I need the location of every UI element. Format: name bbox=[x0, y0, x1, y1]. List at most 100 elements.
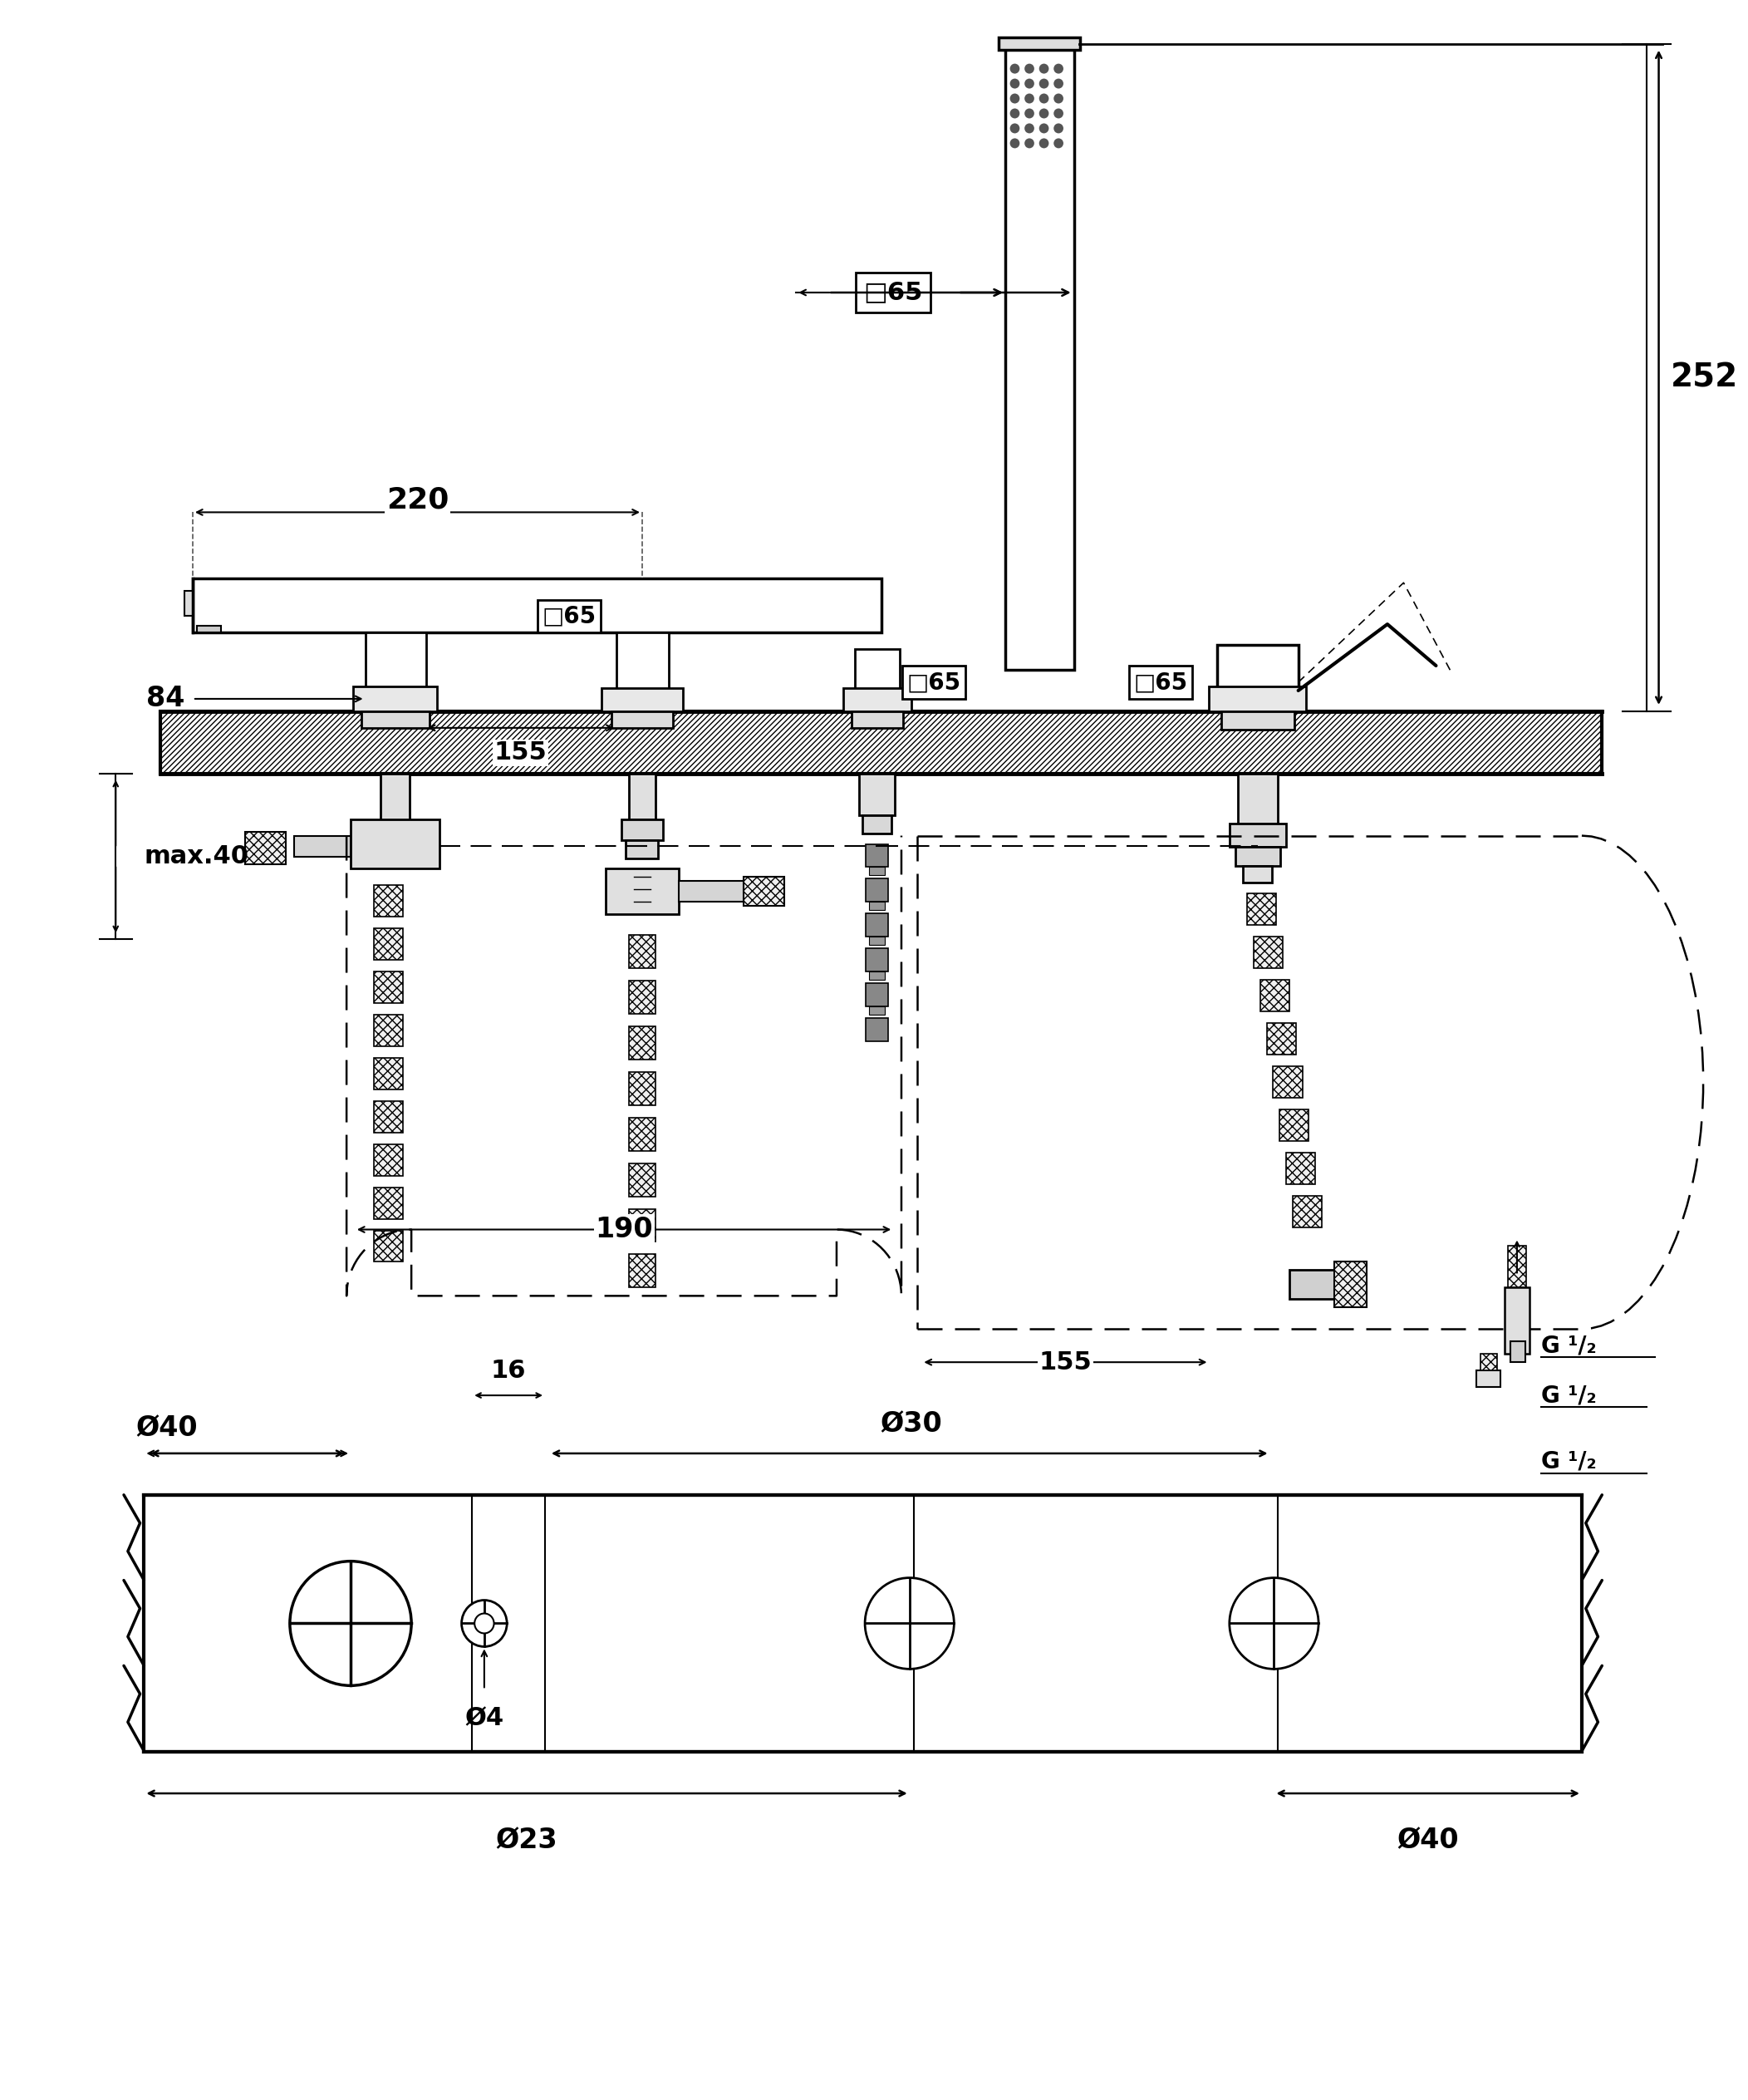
Text: 84: 84 bbox=[147, 685, 185, 712]
Bar bbox=[865, 983, 888, 1006]
Bar bbox=[294, 836, 351, 857]
Bar bbox=[629, 934, 656, 968]
Bar bbox=[1267, 1023, 1295, 1054]
Bar bbox=[1210, 687, 1306, 712]
Bar bbox=[374, 886, 404, 918]
Bar bbox=[374, 1144, 404, 1176]
Bar bbox=[1292, 1195, 1321, 1226]
Bar bbox=[865, 913, 888, 937]
Bar bbox=[161, 712, 1601, 773]
Bar bbox=[1248, 895, 1276, 926]
Bar bbox=[617, 632, 669, 712]
Bar bbox=[192, 580, 881, 632]
Bar bbox=[1280, 1109, 1309, 1140]
Text: Ø40: Ø40 bbox=[1397, 1827, 1460, 1854]
Bar bbox=[353, 687, 437, 712]
Bar bbox=[629, 1163, 656, 1197]
Text: □65: □65 bbox=[542, 605, 596, 628]
Circle shape bbox=[1024, 109, 1035, 118]
Bar bbox=[1222, 712, 1294, 729]
Text: 155: 155 bbox=[495, 741, 547, 764]
Circle shape bbox=[1054, 124, 1063, 132]
Circle shape bbox=[1038, 139, 1049, 149]
Text: Ø30: Ø30 bbox=[879, 1411, 942, 1438]
Text: □65: □65 bbox=[1133, 670, 1187, 693]
Circle shape bbox=[1054, 78, 1063, 88]
Bar bbox=[143, 1495, 1582, 1751]
Bar bbox=[374, 1100, 404, 1132]
Text: Ø23: Ø23 bbox=[495, 1827, 558, 1854]
Bar bbox=[374, 1231, 404, 1262]
Circle shape bbox=[1010, 109, 1019, 118]
Bar bbox=[1229, 823, 1287, 846]
Text: G ¹/₂: G ¹/₂ bbox=[1542, 1334, 1596, 1357]
Circle shape bbox=[865, 1577, 954, 1670]
Bar bbox=[621, 819, 662, 840]
Text: 220: 220 bbox=[386, 485, 449, 514]
Bar bbox=[629, 1117, 656, 1151]
Circle shape bbox=[461, 1600, 507, 1646]
Bar bbox=[629, 981, 656, 1014]
Bar bbox=[1217, 645, 1299, 712]
Circle shape bbox=[474, 1613, 495, 1634]
Bar bbox=[869, 903, 884, 909]
Circle shape bbox=[1038, 63, 1049, 74]
Bar bbox=[374, 1186, 404, 1218]
Circle shape bbox=[1038, 94, 1049, 103]
Bar bbox=[374, 972, 404, 1004]
Circle shape bbox=[290, 1560, 411, 1686]
Bar bbox=[1243, 867, 1273, 882]
Bar bbox=[1509, 1245, 1526, 1287]
Circle shape bbox=[1024, 94, 1035, 103]
Bar bbox=[351, 819, 440, 869]
Bar bbox=[1290, 1270, 1337, 1300]
Bar bbox=[601, 689, 683, 712]
Circle shape bbox=[1229, 1577, 1318, 1670]
Bar bbox=[1334, 1262, 1367, 1308]
Bar bbox=[374, 1058, 404, 1090]
Circle shape bbox=[1010, 139, 1019, 149]
Bar bbox=[629, 1071, 656, 1105]
Bar bbox=[869, 937, 884, 945]
Bar bbox=[629, 1254, 656, 1287]
Circle shape bbox=[1010, 124, 1019, 132]
Bar bbox=[855, 649, 900, 712]
Bar bbox=[865, 949, 888, 972]
Bar bbox=[1260, 981, 1290, 1012]
Bar bbox=[1477, 1371, 1502, 1388]
Bar bbox=[374, 928, 404, 960]
Bar bbox=[851, 712, 904, 729]
Bar bbox=[862, 815, 891, 834]
Bar bbox=[1273, 1067, 1302, 1098]
Text: 155: 155 bbox=[1038, 1350, 1092, 1373]
Bar bbox=[1236, 846, 1281, 867]
Bar bbox=[1287, 1153, 1314, 1184]
Bar bbox=[869, 1006, 884, 1014]
Bar bbox=[869, 972, 884, 981]
Text: □65: □65 bbox=[864, 281, 923, 304]
Circle shape bbox=[1054, 63, 1063, 74]
Circle shape bbox=[1010, 78, 1019, 88]
Circle shape bbox=[1024, 139, 1035, 149]
Circle shape bbox=[1038, 124, 1049, 132]
Bar bbox=[607, 869, 678, 913]
Circle shape bbox=[1010, 94, 1019, 103]
Bar bbox=[198, 626, 220, 632]
Bar bbox=[865, 878, 888, 903]
Circle shape bbox=[1024, 78, 1035, 88]
Bar bbox=[1505, 1287, 1530, 1354]
Text: Ø4: Ø4 bbox=[465, 1707, 503, 1730]
Bar bbox=[678, 882, 752, 903]
Bar bbox=[362, 712, 430, 729]
Text: 190: 190 bbox=[594, 1216, 654, 1243]
Bar bbox=[743, 878, 783, 905]
Bar bbox=[374, 1014, 404, 1046]
Bar bbox=[1005, 44, 1073, 670]
Bar bbox=[869, 867, 884, 876]
Circle shape bbox=[1024, 124, 1035, 132]
Text: 252: 252 bbox=[1671, 361, 1738, 393]
Bar bbox=[185, 590, 192, 615]
Text: G ¹/₂: G ¹/₂ bbox=[1542, 1451, 1596, 1474]
Circle shape bbox=[1038, 109, 1049, 118]
Text: 16: 16 bbox=[491, 1359, 526, 1382]
